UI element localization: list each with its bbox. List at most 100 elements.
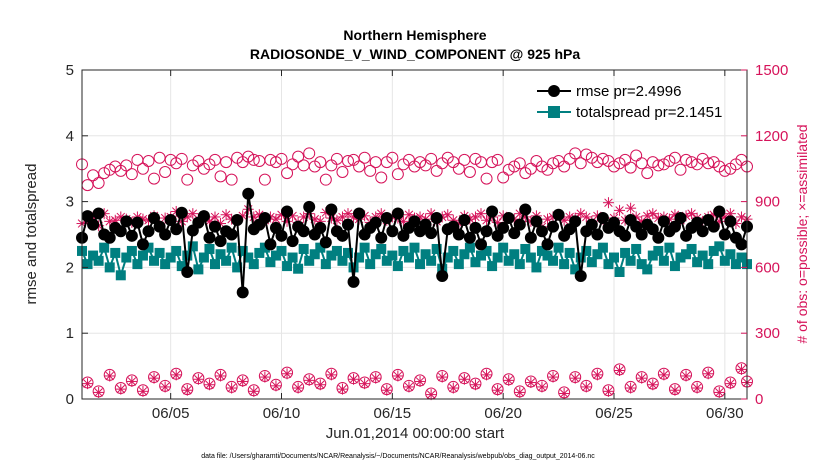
assimilated-obs-marker-low <box>447 382 459 394</box>
asterisk-stroke <box>559 389 569 398</box>
spread-point <box>697 250 708 261</box>
rmse-point <box>131 216 144 229</box>
possible-obs-marker <box>214 170 227 183</box>
possible-obs-marker <box>574 157 587 170</box>
tick-labels: 06/05 06/10 06/15 06/20 06/25 06/30 0 1 2 3 4 5 0 300… <box>66 62 789 422</box>
asterisk-stroke <box>149 373 159 383</box>
rmse-point <box>524 231 537 244</box>
y-tick-label-right: 600 <box>755 259 780 276</box>
spread-point <box>503 255 514 266</box>
spread-point <box>403 252 414 263</box>
possible-obs-marker <box>513 157 526 170</box>
possible-obs-marker <box>336 165 349 178</box>
assimilated-obs-marker-low <box>481 369 493 381</box>
rmse-point <box>513 218 526 231</box>
rmse-point <box>646 223 659 236</box>
assimilated-obs-marker-low <box>270 380 282 392</box>
rmse-point <box>209 220 221 233</box>
possible-obs-marker <box>142 155 155 168</box>
asterisk-stroke <box>377 209 386 218</box>
spread-point <box>204 243 215 254</box>
asterisk-stroke <box>255 210 264 220</box>
spread-point <box>542 250 553 261</box>
x-tick-label: 06/30 <box>706 405 744 422</box>
assimilated-obs-marker-low <box>392 370 404 382</box>
rmse-point <box>181 266 194 279</box>
possible-obs-marker <box>120 159 133 172</box>
asterisk-stroke <box>282 369 292 379</box>
rmse-point <box>347 275 360 288</box>
spread-point <box>160 259 171 270</box>
legend-spread-marker <box>548 106 560 118</box>
spread-point <box>609 252 619 263</box>
assimilated-obs-marker-low <box>569 372 581 384</box>
rmse-point <box>214 235 227 248</box>
spread-point <box>597 242 608 253</box>
assimilated-obs-marker-low <box>536 381 548 393</box>
spread-point <box>293 263 304 274</box>
assimilated-obs-marker-low <box>436 371 448 383</box>
spread-point <box>409 242 420 253</box>
possible-obs-marker <box>480 172 493 185</box>
rmse-point <box>92 207 105 220</box>
assimilated-obs-marker-low <box>192 373 204 385</box>
spread-point <box>653 245 664 256</box>
spread-point <box>237 245 248 256</box>
rmse-point <box>707 220 720 233</box>
spread-point <box>126 245 137 256</box>
assimilated-obs-marker-low <box>591 369 603 381</box>
spread-point <box>88 250 99 261</box>
assimilated-obs-marker-low <box>248 385 260 397</box>
rmse-point <box>608 216 620 229</box>
possible-obs-marker <box>175 152 188 165</box>
asterisk-stroke <box>238 377 247 386</box>
asterisk-stroke <box>205 380 214 389</box>
assimilated-obs-marker-low <box>658 369 670 381</box>
rmse-point <box>408 215 421 228</box>
spread-point <box>531 262 542 273</box>
asterisk-stroke <box>183 212 192 222</box>
spread-point <box>426 255 437 266</box>
rmse-point <box>419 218 432 231</box>
assimilated-obs-marker-low <box>724 378 736 390</box>
possible-obs-marker <box>685 156 698 169</box>
rmse-point <box>713 205 726 218</box>
asterisk-stroke <box>94 388 103 397</box>
rmse-point <box>242 187 255 200</box>
spread-point <box>625 255 636 266</box>
assimilated-obs-marker-low <box>148 372 160 384</box>
spread-point <box>692 257 703 268</box>
rmse-point <box>463 231 476 244</box>
spread-point <box>730 259 741 270</box>
asterisk-stroke <box>504 376 513 385</box>
rmse-point <box>508 227 521 240</box>
possible-obs-marker <box>425 152 438 165</box>
x-tick-label: 06/20 <box>484 405 522 422</box>
asterisk-stroke <box>604 198 613 207</box>
spread-point <box>575 252 586 263</box>
rmse-point <box>469 221 482 234</box>
rmse-point <box>136 238 149 251</box>
spread-point <box>642 264 653 275</box>
rmse-point <box>691 216 704 229</box>
rmse-point <box>142 225 155 238</box>
rmse-point <box>258 212 271 225</box>
assimilated-obs-marker <box>647 208 659 220</box>
assimilated-obs-marker-low <box>669 384 681 396</box>
spread-point <box>548 255 559 266</box>
assimilated-obs-marker-low <box>503 374 515 386</box>
asterisk-stroke <box>615 206 624 215</box>
spread-point <box>442 252 453 263</box>
spread-point <box>110 247 121 258</box>
asterisk-stroke <box>482 216 491 225</box>
rmse-point <box>674 212 687 225</box>
possible-obs-marker <box>652 159 665 172</box>
assimilated-obs-marker <box>220 209 232 221</box>
asterisk-stroke <box>604 387 613 396</box>
spread-point <box>265 257 276 268</box>
asterisk-stroke <box>737 212 746 222</box>
legend-rmse-label: rmse pr=2.4996 <box>576 83 681 100</box>
asterisk-stroke <box>659 370 669 380</box>
rmse-point <box>696 225 709 238</box>
asterisk-stroke <box>227 383 236 393</box>
